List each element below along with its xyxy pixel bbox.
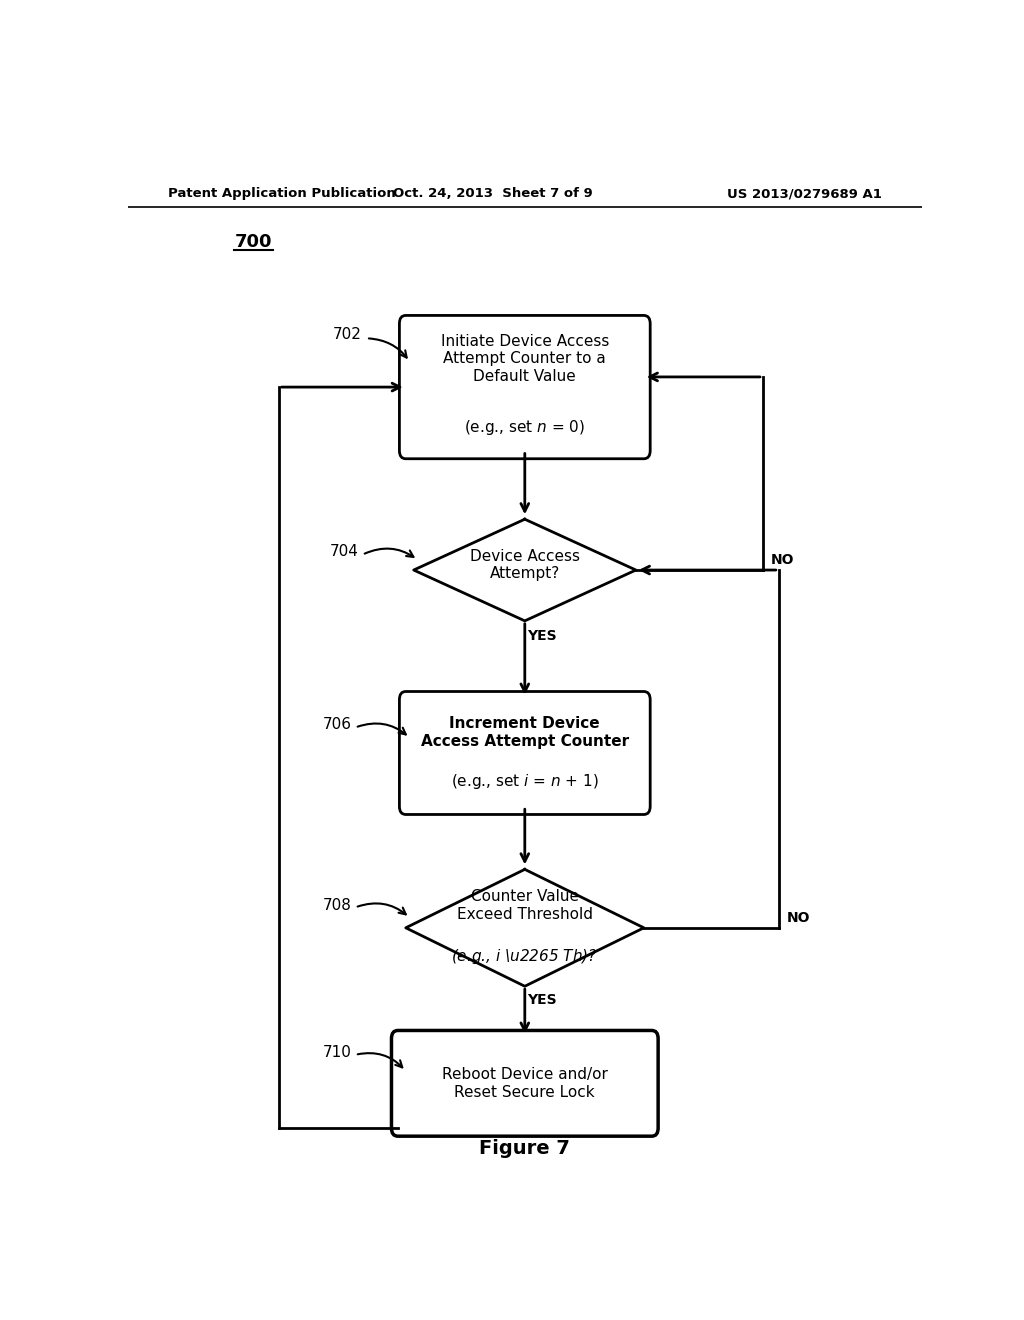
FancyBboxPatch shape	[399, 315, 650, 459]
Text: 700: 700	[236, 232, 272, 251]
Text: Patent Application Publication: Patent Application Publication	[168, 187, 395, 201]
Text: NO: NO	[786, 911, 810, 924]
Text: 708: 708	[323, 898, 352, 913]
Text: Increment Device
Access Attempt Counter: Increment Device Access Attempt Counter	[421, 717, 629, 748]
Text: 706: 706	[323, 717, 352, 733]
Text: (e.g., set $n$ = 0): (e.g., set $n$ = 0)	[464, 418, 586, 437]
Text: Reboot Device and/or
Reset Secure Lock: Reboot Device and/or Reset Secure Lock	[442, 1067, 607, 1100]
Text: Device Access
Attempt?: Device Access Attempt?	[470, 549, 580, 581]
Text: 710: 710	[323, 1045, 352, 1060]
Text: YES: YES	[527, 994, 557, 1007]
Text: (e.g., set $i$ = $n$ + 1): (e.g., set $i$ = $n$ + 1)	[451, 772, 599, 791]
Text: Figure 7: Figure 7	[479, 1139, 570, 1158]
Text: Initiate Device Access
Attempt Counter to a
Default Value: Initiate Device Access Attempt Counter t…	[440, 334, 609, 384]
FancyBboxPatch shape	[399, 692, 650, 814]
Text: (e.g., $i$ \u2265 $Th$)?: (e.g., $i$ \u2265 $Th$)?	[452, 946, 598, 966]
Text: YES: YES	[527, 630, 557, 643]
Text: Oct. 24, 2013  Sheet 7 of 9: Oct. 24, 2013 Sheet 7 of 9	[393, 187, 593, 201]
Text: 704: 704	[330, 544, 358, 560]
Text: 702: 702	[333, 327, 362, 342]
Text: US 2013/0279689 A1: US 2013/0279689 A1	[727, 187, 882, 201]
Text: NO: NO	[771, 553, 795, 566]
FancyBboxPatch shape	[391, 1031, 658, 1137]
Text: Counter Value
Exceed Threshold: Counter Value Exceed Threshold	[457, 890, 593, 921]
